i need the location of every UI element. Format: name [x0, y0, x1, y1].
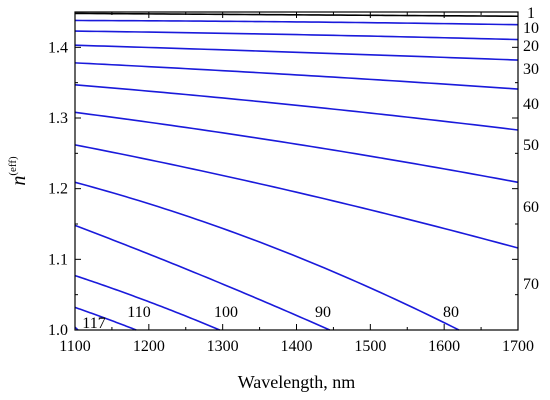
series-line-90: [74, 224, 331, 331]
series-line-40: [74, 62, 519, 90]
x-tick-label: 1500: [354, 338, 386, 355]
curves: [74, 12, 519, 331]
y-axis-ticks: 1.0 1.1 1.2 1.3 1.4: [48, 11, 518, 339]
series-line-70: [74, 144, 519, 249]
series-label-80: 80: [443, 304, 459, 321]
series-line-50: [74, 83, 519, 131]
series-line-30: [74, 44, 519, 61]
series-label-110: 110: [127, 304, 150, 321]
y-axis-label-main: n: [8, 176, 30, 186]
y-tick-label: 1.4: [48, 39, 68, 56]
y-axis-label: n(eff): [7, 156, 30, 186]
x-axis-label: Wavelength, nm: [238, 372, 356, 392]
x-axis-ticks: 1100 1200 1300 1400 1500 1600 1700: [59, 12, 534, 355]
series-label-30: 30: [523, 61, 539, 78]
y-axis-label-superscript: (eff): [7, 156, 19, 176]
series-line-60: [74, 111, 519, 184]
series-label-1: 1: [527, 5, 535, 22]
series-line-20: [74, 30, 519, 41]
series-label-117: 117: [82, 315, 105, 332]
x-tick-label: 1200: [133, 338, 165, 355]
y-tick-label: 1.2: [48, 181, 68, 198]
x-tick-label: 1600: [428, 338, 460, 355]
x-tick-label: 1700: [502, 338, 534, 355]
series-label-100: 100: [214, 304, 238, 321]
x-tick-label: 1100: [59, 338, 90, 355]
series-line-100: [74, 274, 221, 331]
series-line-80: [74, 181, 460, 331]
x-tick-label: 1400: [281, 338, 313, 355]
series-label-10: 10: [523, 20, 539, 37]
y-tick-label: 1.1: [48, 251, 68, 268]
series-label-40: 40: [523, 96, 539, 113]
series-label-50: 50: [523, 137, 539, 154]
series-line-110: [74, 306, 137, 331]
series-label-60: 60: [523, 199, 539, 216]
series-label-90: 90: [315, 304, 331, 321]
y-tick-label: 1.0: [48, 322, 68, 339]
y-tick-label: 1.3: [48, 110, 68, 127]
series-line-10: [74, 19, 519, 26]
series-label-70: 70: [523, 276, 539, 293]
x-tick-label: 1300: [207, 338, 239, 355]
series-label-20: 20: [523, 38, 539, 55]
